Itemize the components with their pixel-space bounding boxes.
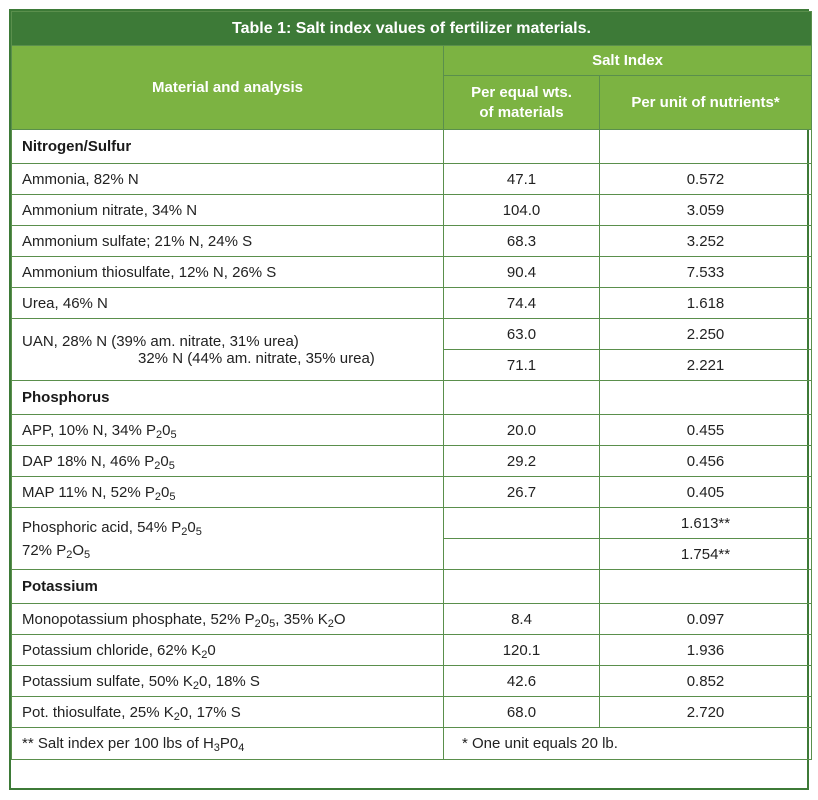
- per-nutrient-cell: 2.250: [599, 318, 812, 350]
- header-row-2: Per equal wts. of materials Per unit of …: [12, 75, 812, 130]
- table-row: DAP 18% N, 46% P205 29.2 0.456: [11, 445, 812, 477]
- per-weight-cell: 120.1: [443, 634, 600, 666]
- salt-index-table: Table 1: Salt index values of fertilizer…: [11, 11, 812, 760]
- table-row: Urea, 46% N 74.4 1.618: [11, 287, 812, 319]
- salt-index-table-frame: Table 1: Salt index values of fertilizer…: [9, 9, 812, 790]
- footnote-left: ** Salt index per 100 lbs of H3P04: [11, 727, 444, 760]
- material-cell: Ammonium thiosulfate, 12% N, 26% S: [11, 256, 444, 288]
- material-cell: Potassium sulfate, 50% K20, 18% S: [11, 665, 444, 697]
- section-row-potassium: Potassium: [11, 569, 812, 604]
- material-cell: Potassium chloride, 62% K20: [11, 634, 444, 666]
- per-weight-cell: 104.0: [443, 194, 600, 226]
- header-per-weight: Per equal wts. of materials: [443, 75, 600, 130]
- table-row: MAP 11% N, 52% P205 26.7 0.405: [11, 476, 812, 508]
- per-nutrient-cell: 2.221: [599, 349, 812, 381]
- header-salt-index: Salt Index: [443, 45, 812, 76]
- material-cell-phosphoric: Phosphoric acid, 54% P205 72% P2O5: [11, 507, 444, 570]
- table-row: Pot. thiosulfate, 25% K20, 17% S 68.0 2.…: [11, 696, 812, 728]
- per-nutrient-cell: 0.456: [599, 445, 812, 477]
- per-nutrient-cell: 0.455: [599, 414, 812, 446]
- table-row: Ammonium thiosulfate, 12% N, 26% S 90.4 …: [11, 256, 812, 288]
- per-weight-cell: 71.1: [443, 349, 600, 381]
- header-row-1: Material and analysis Salt Index: [11, 45, 812, 130]
- material-cell-uan: UAN, 28% N (39% am. nitrate, 31% urea) 3…: [11, 318, 444, 381]
- per-weight-cell: 68.0: [443, 696, 600, 728]
- table-row: 71.1 2.221: [12, 349, 812, 381]
- section-row-phosphorus: Phosphorus: [11, 380, 812, 415]
- per-nutrient-cell: 1.754**: [599, 538, 812, 570]
- header-per-nutrient: Per unit of nutrients*: [599, 75, 812, 130]
- per-weight-cell: 8.4: [443, 603, 600, 635]
- material-cell: Monopotassium phosphate, 52% P205, 35% K…: [11, 603, 444, 635]
- material-cell: APP, 10% N, 34% P205: [11, 414, 444, 446]
- per-nutrient-cell: 1.613**: [599, 507, 812, 539]
- material-cell: Pot. thiosulfate, 25% K20, 17% S: [11, 696, 444, 728]
- section-label-potassium: Potassium: [11, 569, 444, 604]
- per-nutrient-cell: 3.252: [599, 225, 812, 257]
- material-cell: MAP 11% N, 52% P205: [11, 476, 444, 508]
- empty-cell: [599, 380, 812, 415]
- per-nutrient-cell: 0.852: [599, 665, 812, 697]
- per-nutrient-cell: 2.720: [599, 696, 812, 728]
- per-nutrient-cell: 1.936: [599, 634, 812, 666]
- section-row-nitrogen: Nitrogen/Sulfur: [11, 129, 812, 164]
- table-title: Table 1: Salt index values of fertilizer…: [11, 11, 812, 46]
- phos72-label: 72% P2O5: [22, 541, 91, 561]
- per-weight-cell: [443, 538, 600, 570]
- per-nutrient-cell: 1.618: [599, 287, 812, 319]
- empty-cell: [599, 569, 812, 604]
- per-nutrient-cell: 0.097: [599, 603, 812, 635]
- per-weight-cell: 68.3: [443, 225, 600, 257]
- per-weight-cell: 42.6: [443, 665, 600, 697]
- per-nutrient-cell: 0.405: [599, 476, 812, 508]
- per-weight-cell: 90.4: [443, 256, 600, 288]
- table-row: APP, 10% N, 34% P205 20.0 0.455: [11, 414, 812, 446]
- per-weight-cell: 47.1: [443, 163, 600, 195]
- uan32-label: 32% N (44% am. nitrate, 35% urea): [138, 349, 375, 367]
- per-weight-cell: 26.7: [443, 476, 600, 508]
- material-cell: Ammonia, 82% N: [11, 163, 444, 195]
- per-weight-cell: 20.0: [443, 414, 600, 446]
- per-weight-cell: 29.2: [443, 445, 600, 477]
- table-row: Phosphoric acid, 54% P205 72% P2O5 1.613…: [11, 507, 812, 570]
- table-row: Ammonium nitrate, 34% N 104.0 3.059: [11, 194, 812, 226]
- empty-cell: [443, 380, 600, 415]
- per-nutrient-cell: 7.533: [599, 256, 812, 288]
- material-cell: Urea, 46% N: [11, 287, 444, 319]
- header-material: Material and analysis: [11, 45, 444, 130]
- uan28-label: UAN, 28% N (39% am. nitrate, 31% urea): [22, 332, 299, 350]
- table-title-row: Table 1: Salt index values of fertilizer…: [11, 11, 812, 46]
- footnote-row: ** Salt index per 100 lbs of H3P04 * One…: [11, 727, 812, 760]
- footnote-right: * One unit equals 20 lb.: [443, 727, 812, 760]
- table-row: 1.754**: [12, 538, 812, 570]
- table-row: Monopotassium phosphate, 52% P205, 35% K…: [11, 603, 812, 635]
- table-row: UAN, 28% N (39% am. nitrate, 31% urea) 3…: [11, 318, 812, 381]
- table-row: Ammonia, 82% N 47.1 0.572: [11, 163, 812, 195]
- table-row: Potassium sulfate, 50% K20, 18% S 42.6 0…: [11, 665, 812, 697]
- material-cell: DAP 18% N, 46% P205: [11, 445, 444, 477]
- empty-cell: [599, 129, 812, 164]
- material-cell: Ammonium sulfate; 21% N, 24% S: [11, 225, 444, 257]
- phos54-label: Phosphoric acid, 54% P205: [22, 518, 202, 538]
- per-nutrient-cell: 0.572: [599, 163, 812, 195]
- material-cell: Ammonium nitrate, 34% N: [11, 194, 444, 226]
- per-weight-cell: 63.0: [443, 318, 600, 350]
- section-label-phosphorus: Phosphorus: [11, 380, 444, 415]
- per-weight-cell: [443, 507, 600, 539]
- empty-cell: [443, 129, 600, 164]
- per-nutrient-cell: 3.059: [599, 194, 812, 226]
- section-label-nitrogen: Nitrogen/Sulfur: [11, 129, 444, 164]
- empty-cell: [443, 569, 600, 604]
- table-row: Ammonium sulfate; 21% N, 24% S 68.3 3.25…: [11, 225, 812, 257]
- per-weight-cell: 74.4: [443, 287, 600, 319]
- table-row: Potassium chloride, 62% K20 120.1 1.936: [11, 634, 812, 666]
